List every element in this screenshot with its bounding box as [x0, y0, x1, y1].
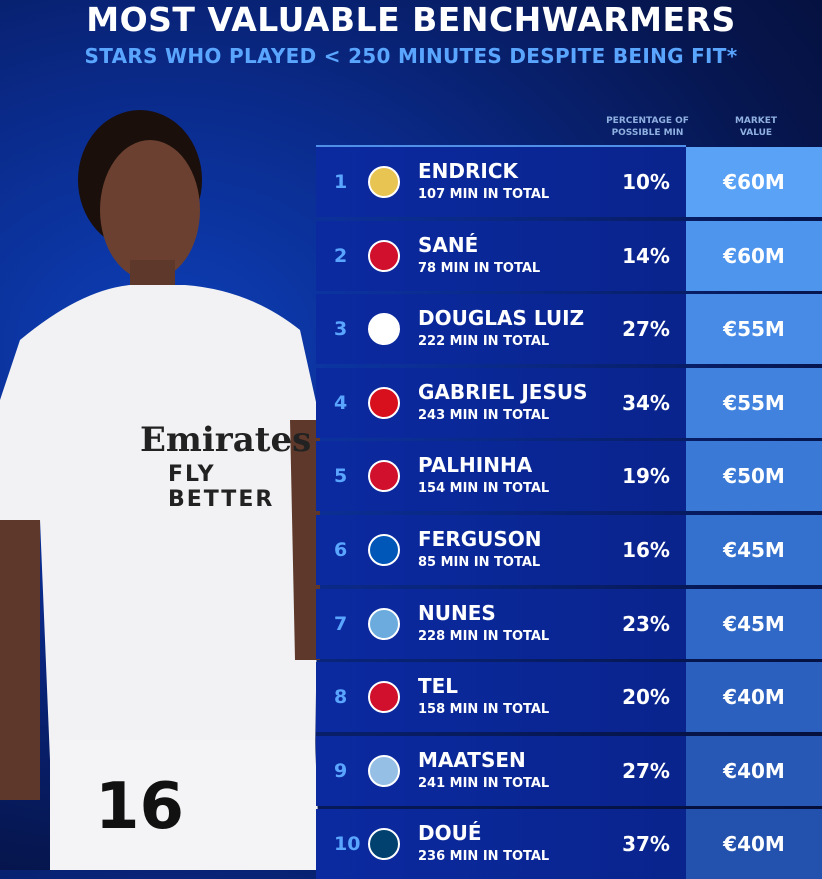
bayern-crest-icon: [368, 681, 400, 714]
header-market-value: MARKET VALUE: [734, 116, 778, 138]
player-photo: Emirates FLY BETTER 16: [0, 100, 330, 870]
player-name: GABRIEL JESUS: [418, 379, 588, 404]
player-name: ENDRICK: [418, 159, 519, 183]
player-name: TEL: [418, 674, 459, 699]
percentage: 20%: [622, 685, 670, 710]
player-name: MAATSEN: [418, 747, 526, 772]
minutes-played: 85 MIN IN TOTAL: [418, 555, 541, 570]
market-value: €60M: [686, 147, 822, 217]
rank: 5: [334, 465, 348, 488]
market-value: €40M: [686, 809, 822, 879]
percentage: 10%: [622, 170, 670, 194]
minutes-played: 222 MIN IN TOTAL: [418, 334, 550, 350]
player-name: NUNES: [418, 600, 496, 625]
table-row: 3 DOUGLAS LUIZ 222 MIN IN TOTAL 27% €55M: [316, 294, 822, 365]
rank: 2: [334, 244, 348, 267]
bayern-crest-icon: [368, 239, 400, 272]
percentage: 23%: [622, 611, 670, 636]
rank: 3: [334, 318, 348, 341]
player-name: SANÉ: [418, 232, 479, 257]
minutes-played: 241 MIN IN TOTAL: [418, 775, 550, 791]
page-title: MOST VALUABLE BENCHWARMERS: [86, 0, 736, 39]
rank: 9: [334, 759, 348, 782]
rank: 8: [334, 686, 348, 709]
table-row: 5 PALHINHA 154 MIN IN TOTAL 19% €50M: [316, 441, 822, 512]
minutes-played: 107 MIN IN TOTAL: [418, 187, 550, 202]
market-value: €40M: [686, 735, 822, 806]
table-row: 7 NUNES 228 MIN IN TOTAL 23% €45M: [316, 588, 822, 659]
rank: 10: [334, 833, 361, 856]
table-row: 1 ENDRICK 107 MIN IN TOTAL 10% €60M: [316, 147, 822, 217]
market-value: €55M: [686, 367, 822, 438]
percentage: 27%: [622, 317, 670, 342]
minutes-played: 158 MIN IN TOTAL: [418, 702, 550, 718]
header-percentage: PERCENTAGE OF POSSIBLE MIN: [606, 116, 689, 138]
player-name: PALHINHA: [418, 453, 533, 478]
player-name: DOUÉ: [418, 821, 482, 846]
table-row: 8 TEL 158 MIN IN TOTAL 20% €40M: [316, 662, 822, 733]
minutes-played: 154 MIN IN TOTAL: [418, 481, 550, 497]
table-row: 6 FERGUSON 85 MIN IN TOTAL 16% €45M: [316, 515, 822, 585]
aston-villa-crest-icon: [368, 754, 400, 787]
rank: 7: [334, 612, 348, 635]
market-value: €45M: [686, 515, 822, 585]
market-value: €60M: [686, 220, 822, 291]
bayern-crest-icon: [368, 460, 400, 493]
market-value: €55M: [686, 294, 822, 365]
percentage: 16%: [622, 538, 670, 562]
arsenal-crest-icon: [368, 386, 400, 419]
table-row: 2 SANÉ 78 MIN IN TOTAL 14% €60M: [316, 220, 822, 291]
brighton-crest-icon: [368, 534, 400, 566]
player-name: DOUGLAS LUIZ: [418, 306, 585, 331]
psg-crest-icon: [368, 828, 400, 861]
table-row: 9 MAATSEN 241 MIN IN TOTAL 27% €40M: [316, 735, 822, 806]
real-madrid-crest-icon: [368, 166, 400, 198]
rank: 6: [334, 539, 348, 561]
table-row: 4 GABRIEL JESUS 243 MIN IN TOTAL 34% €55…: [316, 367, 822, 438]
percentage: 27%: [622, 758, 670, 783]
table-row: 10 DOUÉ 236 MIN IN TOTAL 37% €40M: [316, 809, 822, 879]
market-value: €40M: [686, 662, 822, 733]
percentage: 37%: [622, 832, 670, 857]
shirt-number: 16: [95, 770, 185, 844]
percentage: 14%: [622, 243, 670, 268]
rank: 4: [334, 391, 348, 414]
table-top-line: [316, 145, 686, 147]
page-subtitle: STARS WHO PLAYED < 250 MINUTES DESPITE B…: [84, 44, 738, 68]
sponsor-text: Emirates: [140, 420, 312, 460]
rank: 1: [334, 171, 348, 193]
minutes-played: 243 MIN IN TOTAL: [418, 407, 550, 423]
juventus-crest-icon: [368, 313, 400, 346]
man-city-crest-icon: [368, 607, 400, 640]
market-value: €50M: [686, 441, 822, 512]
player-name: FERGUSON: [418, 527, 542, 551]
percentage: 34%: [622, 390, 670, 415]
slogan-text: FLY BETTER: [168, 462, 275, 512]
minutes-played: 236 MIN IN TOTAL: [418, 849, 550, 865]
minutes-played: 228 MIN IN TOTAL: [418, 628, 550, 644]
minutes-played: 78 MIN IN TOTAL: [418, 260, 541, 276]
market-value: €45M: [686, 588, 822, 659]
percentage: 19%: [622, 464, 670, 489]
